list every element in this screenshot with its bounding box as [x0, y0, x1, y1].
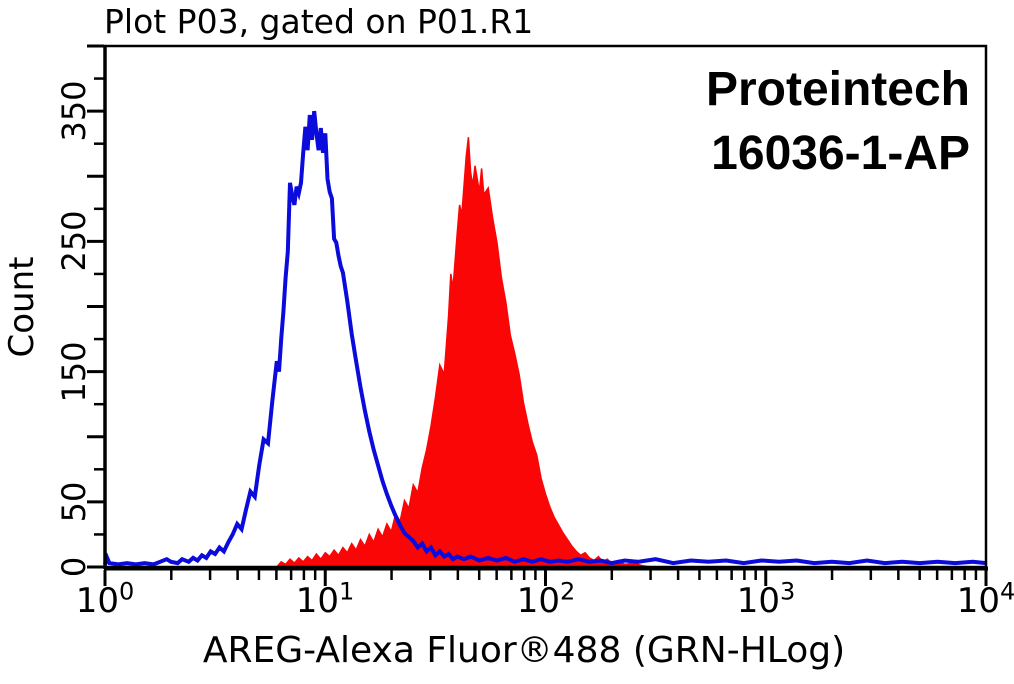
y-tick-label-250: 250: [55, 210, 93, 272]
y-tick-label-350: 350: [55, 80, 93, 142]
red-filled-histogram: [275, 137, 652, 568]
plot-border: [103, 44, 988, 569]
x-tick-label-10e4: 104: [956, 577, 1014, 621]
watermark-brand: Proteintech: [705, 63, 970, 116]
y-tick-label-50: 50: [55, 481, 93, 523]
y-tick-label-150: 150: [55, 341, 93, 403]
blue-open-histogram: [103, 110, 987, 567]
plot-title: Plot P03, gated on P01.R1: [104, 2, 534, 41]
x-tick-label-10e1: 101: [295, 577, 355, 621]
x-tick-label-10e0: 100: [75, 577, 135, 621]
watermark-catalog-number: 16036-1-AP: [711, 127, 970, 180]
x-tick-label-10e2: 102: [516, 577, 576, 621]
x-tick-label-10e3: 103: [736, 577, 796, 621]
y-tick-label-0: 0: [55, 556, 93, 578]
x-axis-label: AREG-Alexa Fluor®488 (GRN-HLog): [202, 630, 846, 671]
watermark: Proteintech 16036-1-AP: [706, 58, 970, 186]
